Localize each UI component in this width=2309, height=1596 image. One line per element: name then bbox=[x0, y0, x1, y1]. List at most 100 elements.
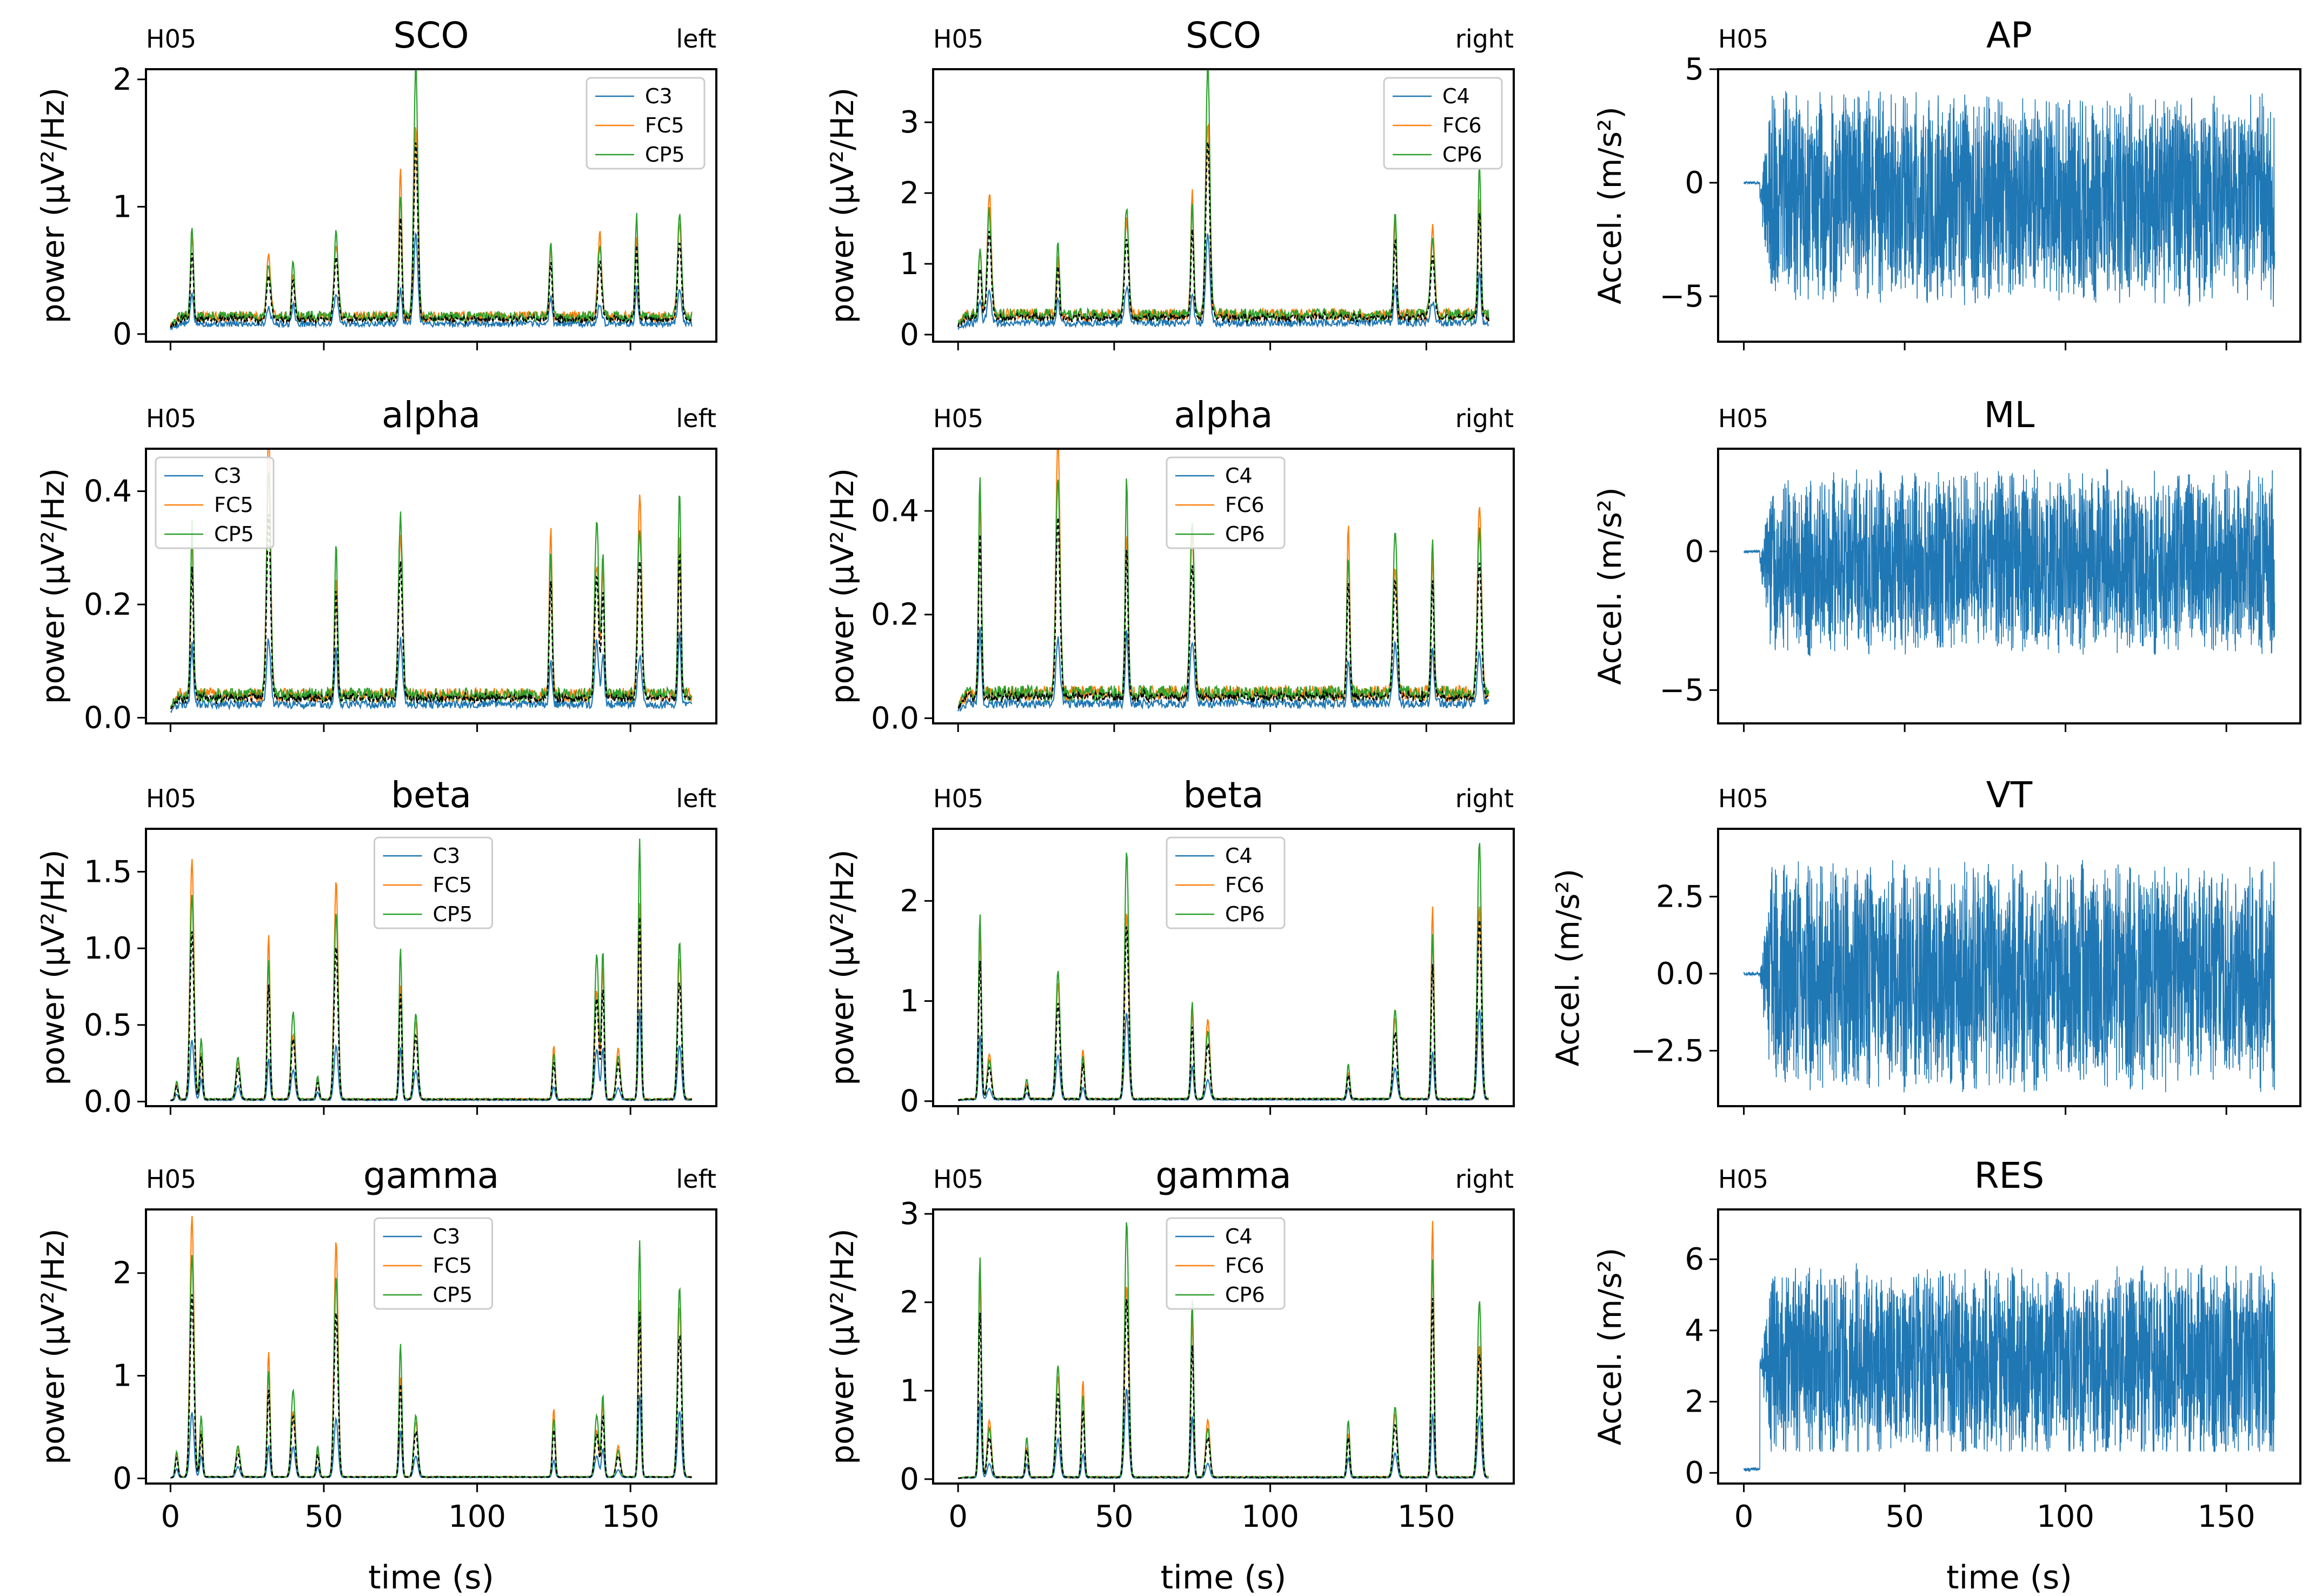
accel-trace-ap bbox=[1743, 90, 2275, 307]
side-label: left bbox=[676, 24, 716, 54]
axes-frame bbox=[1717, 828, 2301, 1107]
y-tick-label: 0 bbox=[900, 1084, 919, 1119]
y-axis-label: Accel. (m/s²) bbox=[1592, 487, 1628, 685]
legend: C4 FC6 CP6 bbox=[1166, 836, 1286, 929]
legend-box bbox=[374, 1217, 493, 1310]
legend-box bbox=[1166, 836, 1286, 929]
legend: C3 FC5 CP5 bbox=[374, 1217, 493, 1310]
y-axis-label: power (μV²/Hz) bbox=[824, 468, 861, 704]
series-line-mean bbox=[170, 917, 693, 1101]
x-tick-label: 0 bbox=[948, 1499, 968, 1534]
y-axis-label: power (μV²/Hz) bbox=[35, 468, 71, 704]
legend: C4 FC6 CP6 bbox=[1383, 77, 1503, 170]
y-tick-label: 2 bbox=[900, 1285, 919, 1320]
legend-label: CP5 bbox=[645, 143, 685, 167]
x-tick-label: 50 bbox=[1885, 1499, 1924, 1534]
axes-frame bbox=[1717, 448, 2301, 724]
panel-title: ML bbox=[1984, 394, 2035, 436]
y-tick-label: −2.5 bbox=[1631, 1033, 1704, 1068]
plot-area bbox=[957, 1221, 1489, 1479]
x-tick-label: 0 bbox=[1734, 1499, 1754, 1534]
legend-label: C4 bbox=[1225, 464, 1253, 488]
series-line-mean bbox=[170, 1294, 692, 1479]
legend-label: FC6 bbox=[1225, 1254, 1265, 1278]
y-tick-label: 1.0 bbox=[84, 931, 132, 966]
y-axis-label: power (μV²/Hz) bbox=[824, 88, 861, 323]
y-axis-label: power (μV²/Hz) bbox=[35, 1228, 71, 1464]
side-label: left bbox=[676, 404, 716, 433]
y-tick-label: 0.0 bbox=[84, 701, 132, 736]
accel-trace-ml bbox=[1743, 468, 2275, 656]
y-tick-label: 0 bbox=[1685, 534, 1704, 569]
y-tick-label: 1.5 bbox=[84, 854, 132, 889]
legend-label: CP5 bbox=[214, 522, 254, 546]
y-tick-label: 1 bbox=[900, 1373, 919, 1408]
side-label: right bbox=[1455, 24, 1514, 54]
y-tick-label: 0.4 bbox=[84, 474, 132, 509]
legend-label: C4 bbox=[1225, 1225, 1253, 1248]
y-tick-label: 2 bbox=[112, 1256, 132, 1291]
panel-title: gamma bbox=[363, 1155, 499, 1196]
axes-frame bbox=[932, 828, 1515, 1107]
plot-area bbox=[170, 69, 693, 331]
panel-title: beta bbox=[1183, 774, 1264, 816]
y-tick-label: 1 bbox=[900, 984, 919, 1019]
y-tick-label: 0 bbox=[900, 317, 919, 353]
panel-ap: H05 AP −5 0 5 Accel. (m/s²) bbox=[1592, 15, 2301, 350]
panel-vt: H05 VT −2.5 0.0 2.5 Accel. (m/s²) bbox=[1549, 774, 2301, 1115]
y-tick-label: 2 bbox=[900, 883, 919, 919]
axes-frame bbox=[1717, 68, 2301, 343]
y-axis-label: power (μV²/Hz) bbox=[35, 88, 71, 323]
legend-label: CP6 bbox=[1225, 522, 1265, 546]
series-line-C4 bbox=[957, 627, 1489, 712]
side-label: right bbox=[1455, 1165, 1514, 1194]
legend: C4 FC6 CP6 bbox=[1166, 456, 1286, 549]
panel-gamma-right: H05 gamma right 0 1 2 3 0 50 100 150 time (s) power … bbox=[824, 1155, 1515, 1596]
legend-box bbox=[155, 456, 275, 549]
subject-label: H05 bbox=[933, 784, 983, 813]
series-line-CP6 bbox=[957, 69, 1489, 327]
y-tick-label: 0.2 bbox=[84, 587, 132, 622]
series-line-C4 bbox=[958, 1008, 1489, 1101]
legend-label: C3 bbox=[214, 464, 242, 488]
side-label: left bbox=[676, 784, 716, 813]
legend-box bbox=[1166, 456, 1286, 549]
plot-area bbox=[957, 69, 1490, 330]
accel-trace-vt bbox=[1743, 860, 2275, 1093]
legend-label: FC5 bbox=[433, 873, 473, 897]
legend-box bbox=[374, 836, 493, 929]
series-line-mean bbox=[170, 142, 693, 330]
panel-beta-right: H05 beta right 0 1 2 power (μV²/Hz) C4 FC6 CP6 bbox=[824, 774, 1515, 1119]
y-tick-label: 1 bbox=[112, 1359, 132, 1394]
axes-frame bbox=[932, 1208, 1515, 1485]
accel-trace-res bbox=[1743, 1263, 2275, 1473]
plot-area bbox=[170, 1215, 693, 1479]
x-tick-label: 150 bbox=[602, 1499, 660, 1534]
legend-label: C4 bbox=[1225, 844, 1253, 868]
y-tick-label: 0.0 bbox=[871, 701, 919, 736]
series-line-mean bbox=[958, 920, 1489, 1101]
subject-label: H05 bbox=[146, 1165, 196, 1194]
legend-label: CP6 bbox=[1442, 143, 1482, 167]
x-tick-label: 100 bbox=[1241, 1499, 1299, 1534]
legend-label: FC5 bbox=[433, 1254, 473, 1278]
axes-frame bbox=[1717, 1208, 2301, 1485]
y-tick-label: −5 bbox=[1659, 279, 1704, 314]
y-tick-label: 2 bbox=[900, 176, 919, 211]
plot-area bbox=[957, 843, 1489, 1101]
y-tick-label: 1 bbox=[900, 247, 919, 282]
series-line-mean bbox=[958, 1298, 1489, 1479]
series-line-mean bbox=[170, 514, 693, 710]
panel-beta-left: H05 beta left 0.0 0.5 1.0 1.5 power (μV²/Hz) C3 F… bbox=[35, 774, 717, 1119]
y-tick-label: 4 bbox=[1685, 1313, 1704, 1348]
legend-box bbox=[1383, 77, 1503, 170]
plot-area bbox=[957, 449, 1489, 712]
x-tick-label: 150 bbox=[2198, 1499, 2255, 1534]
x-tick-label: 150 bbox=[1398, 1499, 1455, 1534]
y-tick-label: 0.5 bbox=[84, 1008, 132, 1043]
axes-frame bbox=[145, 828, 717, 1107]
side-label: right bbox=[1455, 404, 1514, 433]
y-tick-label: 0.4 bbox=[871, 494, 919, 529]
y-tick-label: 2 bbox=[1685, 1385, 1704, 1420]
legend-box bbox=[585, 77, 706, 170]
